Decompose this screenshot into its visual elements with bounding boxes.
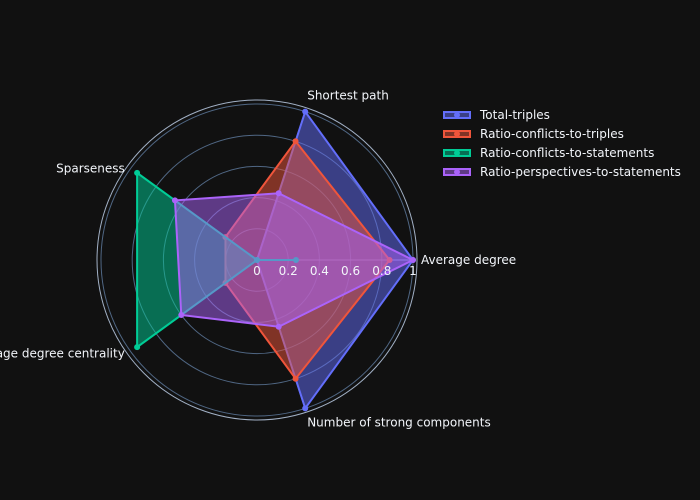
legend-label: Ratio-conflicts-to-triples — [480, 126, 624, 141]
axis-label: Sparseness — [56, 161, 125, 175]
data-point[interactable] — [302, 405, 309, 412]
legend-item[interactable]: Ratio-conflicts-to-statements — [442, 143, 681, 162]
data-point[interactable] — [275, 190, 282, 197]
series-area[interactable] — [173, 192, 416, 328]
radial-tick-labels: 0 0.2 0.4 0.6 0.8 1 — [253, 264, 417, 278]
legend-item[interactable]: Ratio-perspectives-to-statements — [442, 162, 681, 181]
axis-label: Number of strong components — [307, 415, 491, 429]
data-point[interactable] — [410, 257, 416, 263]
data-point[interactable] — [171, 197, 178, 204]
legend-swatch — [442, 146, 472, 160]
data-point[interactable] — [134, 344, 141, 351]
data-point[interactable] — [292, 375, 299, 382]
axis-label: Shortest path — [307, 89, 389, 103]
legend-label: Total-triples — [480, 107, 550, 122]
series-ratio-perspectives-to-statements[interactable] — [171, 190, 416, 330]
data-point[interactable] — [134, 169, 141, 176]
radial-tick-label: 0.2 — [279, 264, 298, 278]
axis-label: Average degree — [421, 253, 516, 267]
legend-label: Ratio-perspectives-to-statements — [480, 164, 681, 179]
radial-tick-label: 0.4 — [310, 264, 329, 278]
radial-tick-label: 0 — [253, 264, 261, 278]
legend-swatch — [442, 165, 472, 179]
legend-swatch — [442, 108, 472, 122]
legend-item[interactable]: Ratio-conflicts-to-triples — [442, 124, 681, 143]
legend-swatch — [442, 127, 472, 141]
data-point[interactable] — [292, 138, 299, 145]
radial-tick-label: 1 — [409, 264, 417, 278]
data-point[interactable] — [178, 312, 185, 319]
legend-item[interactable]: Total-triples — [442, 105, 681, 124]
axis-label: Average degree centrality — [0, 347, 125, 361]
radial-tick-label: 0.8 — [372, 264, 391, 278]
angular-axis-line — [96, 99, 418, 421]
legend[interactable]: Total-triples Ratio-conflicts-to-triples R… — [442, 105, 681, 181]
series-layer — [134, 108, 416, 412]
data-point[interactable] — [302, 108, 309, 115]
data-point[interactable] — [275, 323, 282, 330]
angular-axis-labels: Average degree Shortest path Sparseness Ave… — [0, 89, 516, 430]
radial-tick-label: 0.6 — [341, 264, 360, 278]
legend-label: Ratio-conflicts-to-statements — [480, 145, 655, 160]
